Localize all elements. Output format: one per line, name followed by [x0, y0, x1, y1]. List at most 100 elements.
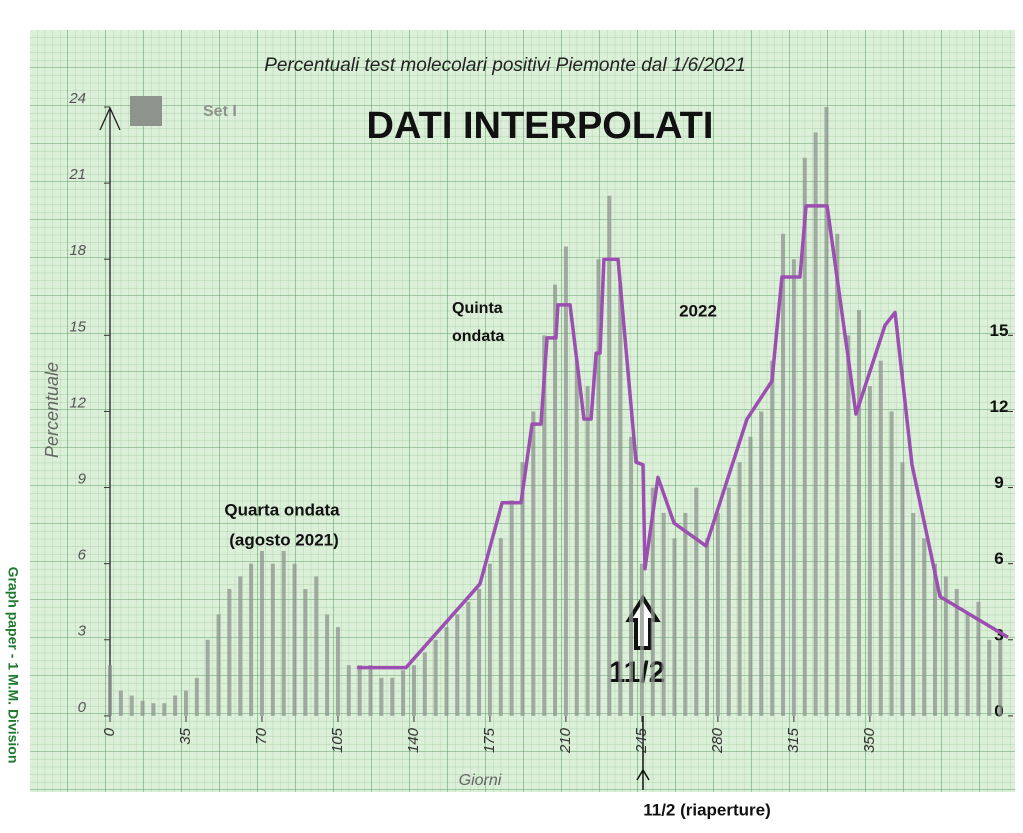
- legend-swatch: [130, 96, 162, 126]
- y-tick-label: 24: [68, 90, 86, 107]
- side-note: Graph paper - 1 M.M. Division: [5, 567, 21, 764]
- bar: [737, 462, 742, 716]
- bar: [151, 703, 156, 716]
- y-tick-label: 21: [68, 166, 86, 183]
- x-tick-label: 35: [177, 727, 194, 744]
- y2-tick-label: 9: [994, 473, 1003, 492]
- bar: [314, 576, 319, 716]
- bar: [618, 284, 623, 716]
- y-tick-label: 9: [78, 471, 87, 488]
- bar: [194, 677, 199, 716]
- bar: [943, 576, 948, 716]
- bar: [781, 233, 786, 716]
- bar: [107, 665, 112, 716]
- bar: [325, 614, 330, 716]
- x-tick-label: 350: [861, 727, 878, 753]
- bar: [705, 538, 710, 716]
- bar: [672, 538, 677, 716]
- bar: [726, 487, 731, 716]
- bar: [411, 665, 416, 716]
- bar: [249, 563, 254, 716]
- y-tick-label: 18: [69, 242, 86, 259]
- annotation: (agosto 2021): [229, 530, 339, 549]
- line: [357, 204, 1009, 670]
- y-tick-label: 12: [69, 394, 86, 411]
- annotation: 11/2: [609, 656, 666, 689]
- bar: [498, 538, 503, 716]
- bar: [639, 563, 644, 716]
- bar: [770, 360, 775, 716]
- bar: [368, 665, 373, 716]
- bar: [509, 500, 514, 716]
- bar: [553, 284, 558, 716]
- bar: [715, 512, 720, 716]
- bar: [183, 690, 188, 716]
- bar: [824, 106, 829, 716]
- bar: [259, 550, 264, 716]
- bar: [379, 677, 384, 716]
- bar: [303, 589, 308, 716]
- bar: [835, 233, 840, 716]
- bar: [477, 589, 482, 716]
- arrow-riaperture: [636, 716, 650, 790]
- bar: [791, 259, 796, 716]
- bar: [889, 411, 894, 716]
- bar: [563, 246, 568, 716]
- x-tick-label: 70: [253, 727, 270, 744]
- x-tick-label: 210: [557, 727, 574, 754]
- bar: [748, 436, 753, 716]
- bar: [857, 309, 862, 716]
- bar: [867, 386, 872, 716]
- bar: [585, 386, 590, 716]
- chart-title: Percentuali test molecolari positivi Pie…: [264, 55, 746, 76]
- annotation: 2022: [679, 301, 717, 320]
- bar: [596, 259, 601, 716]
- bar: [976, 601, 981, 716]
- bar: [520, 462, 525, 716]
- bar: [954, 589, 959, 716]
- y2-tick-label: 6: [994, 549, 1003, 568]
- bar: [607, 195, 612, 716]
- x-tick-label: 140: [405, 727, 422, 753]
- legend-label: Set I: [203, 103, 237, 120]
- y-axis-arrow: [99, 106, 121, 716]
- bar: [162, 703, 167, 716]
- bar: [238, 576, 243, 716]
- annotation: Quinta: [452, 300, 503, 317]
- x-tick-label: 280: [709, 727, 726, 754]
- bar: [911, 512, 916, 716]
- bar: [129, 695, 134, 716]
- bar: [487, 563, 492, 716]
- bar: [281, 550, 286, 716]
- annotation: Quarta ondata: [224, 500, 340, 519]
- y2-tick-label: 12: [990, 397, 1009, 416]
- bar: [390, 677, 395, 716]
- bar: [401, 670, 406, 716]
- annotation: ondata: [452, 328, 505, 345]
- bar: [900, 462, 905, 716]
- y-tick-label: 6: [78, 547, 87, 564]
- bar: [574, 360, 579, 716]
- x-tick-label: 245: [633, 727, 650, 754]
- bar: [694, 487, 699, 716]
- bar: [346, 665, 351, 716]
- bar: [802, 157, 807, 716]
- x-tick-label: 0: [101, 727, 118, 736]
- bar: [998, 639, 1003, 716]
- bar: [965, 614, 970, 716]
- bar: [878, 360, 883, 716]
- annotation: 11/2 (riaperture): [643, 800, 771, 819]
- bar: [661, 512, 666, 716]
- bar: [357, 665, 362, 716]
- annotation: DATI INTERPOLATI: [367, 105, 714, 147]
- bar: [173, 695, 178, 716]
- bar: [118, 690, 123, 716]
- bar: [216, 614, 221, 716]
- bar: [455, 614, 460, 716]
- bar: [531, 411, 536, 716]
- bar: [933, 563, 938, 716]
- y2-tick-label: 3: [994, 625, 1003, 644]
- x-tick-label: 315: [785, 727, 802, 753]
- x-tick-label: 105: [329, 727, 346, 753]
